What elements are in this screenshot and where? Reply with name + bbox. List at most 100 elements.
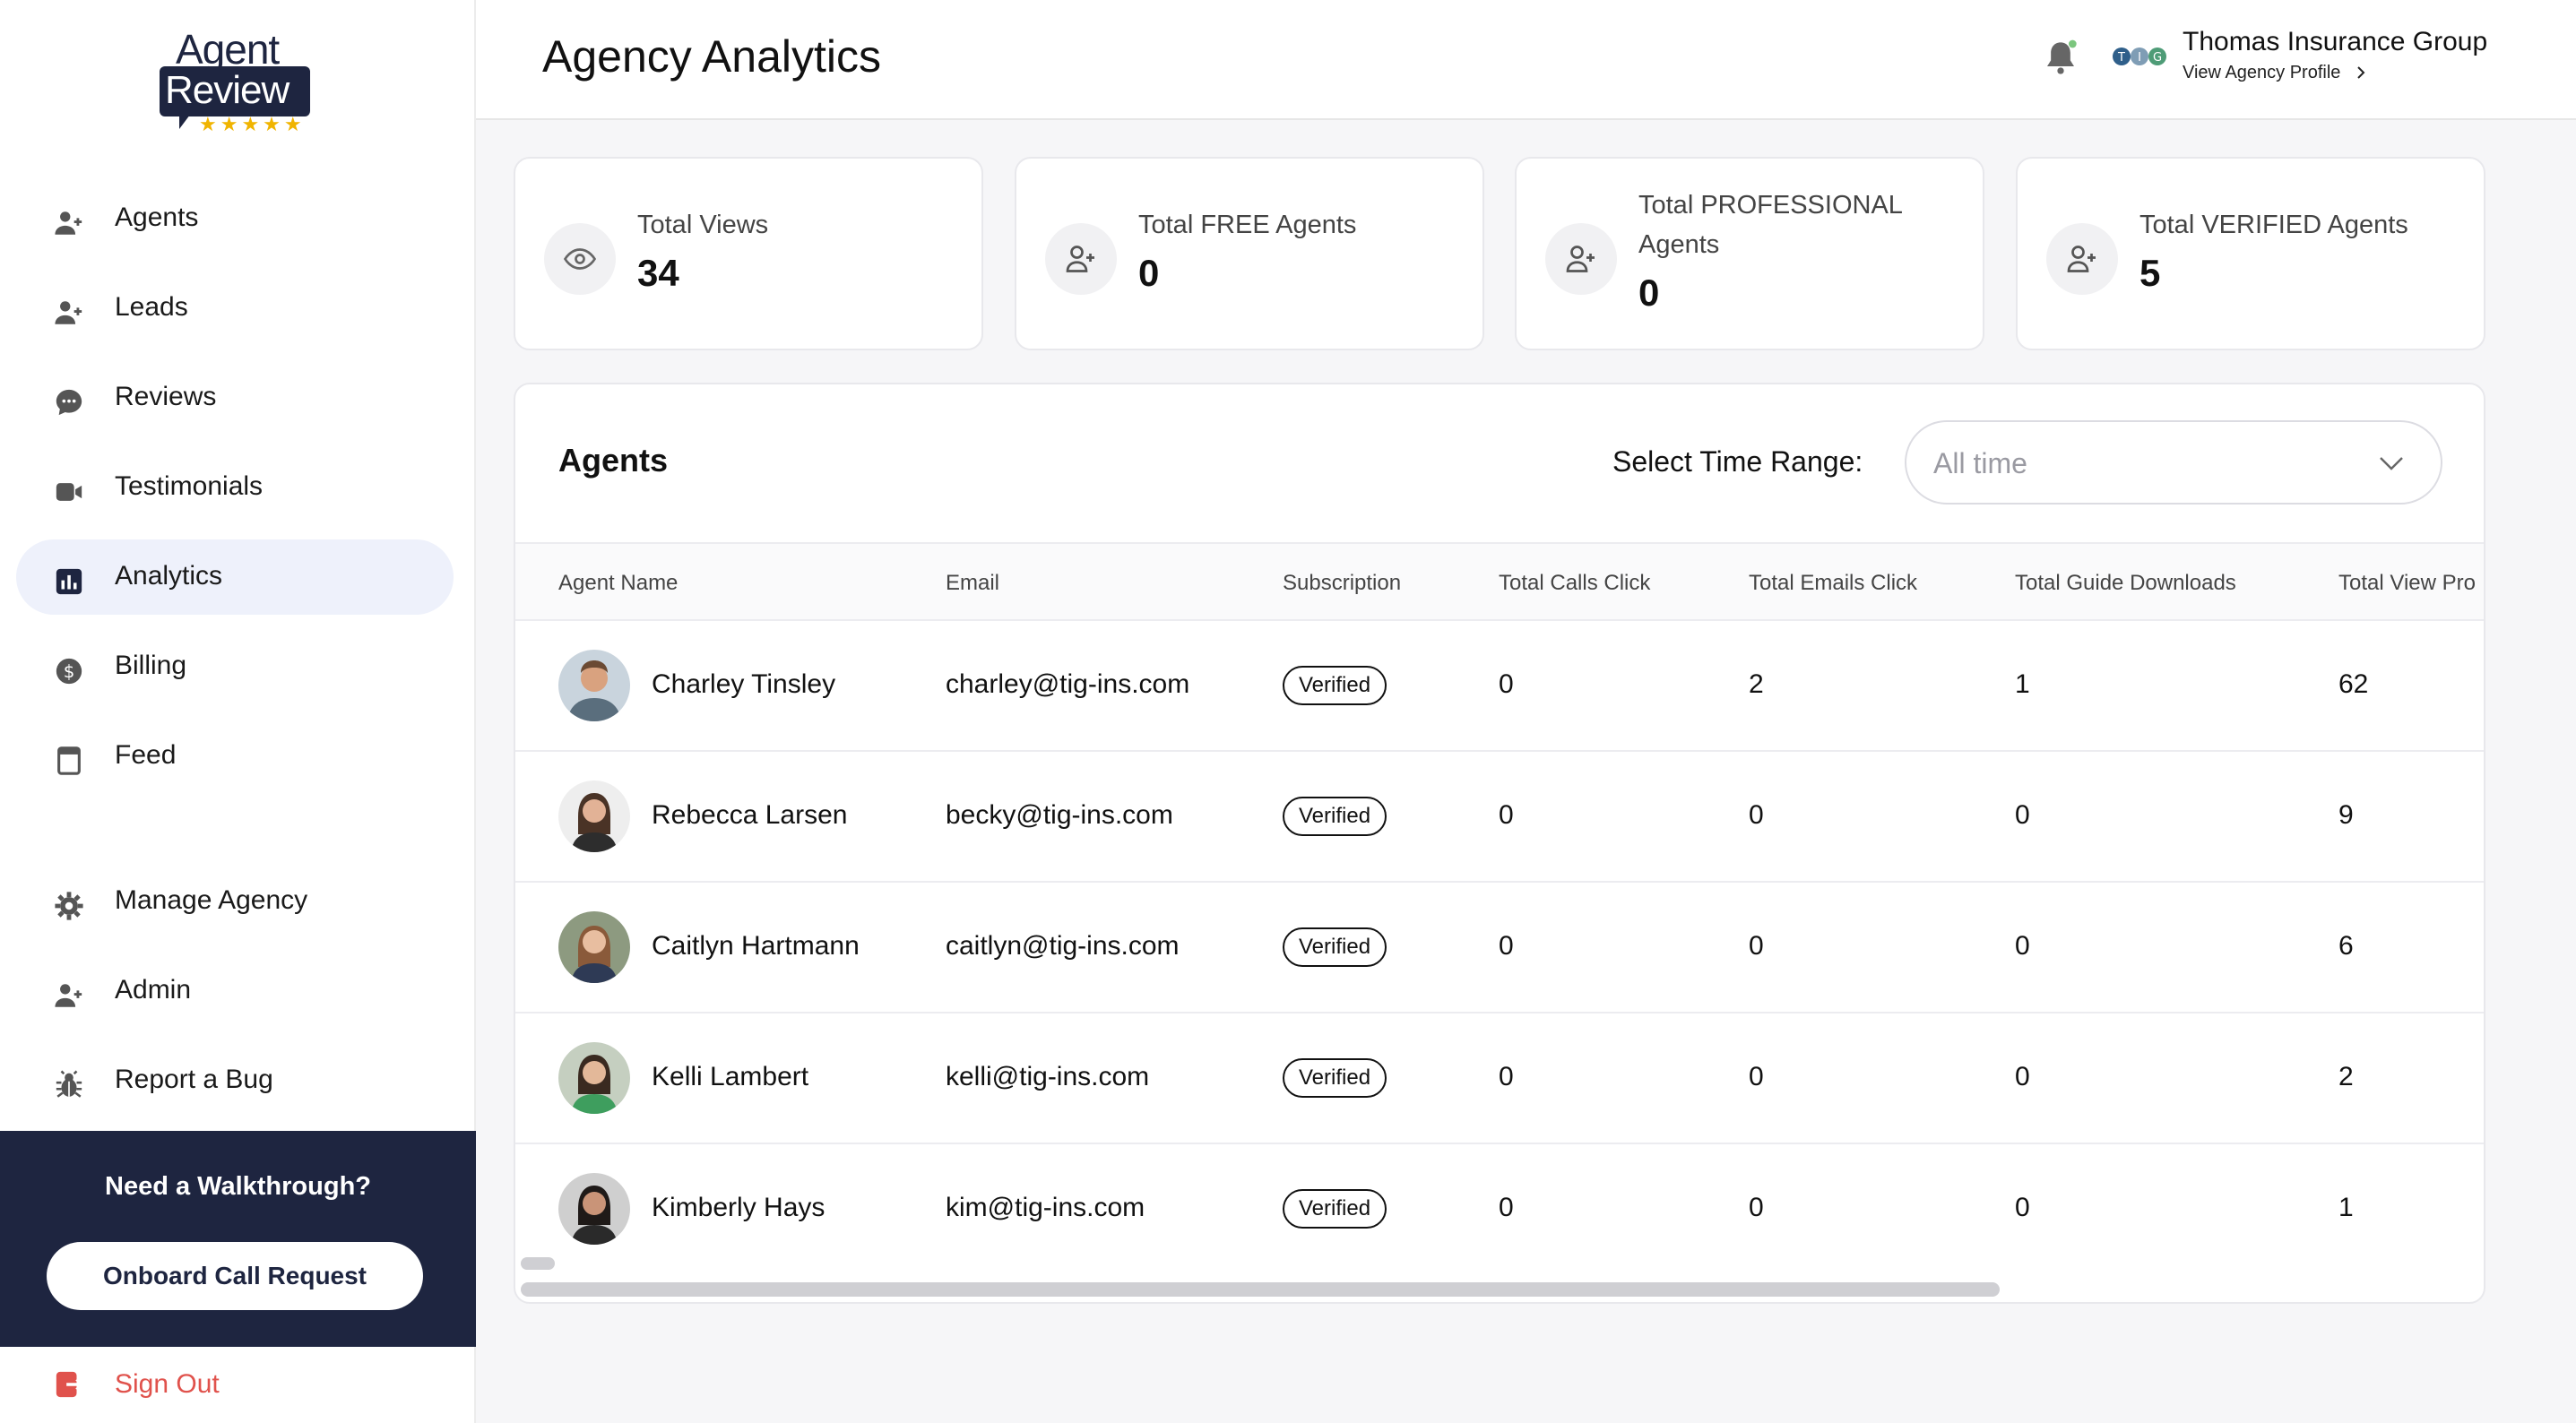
stat-value: 0 bbox=[1638, 272, 1660, 314]
user-plus-icon bbox=[55, 984, 82, 1007]
stat-card-professional-agents: Total PROFESSIONAL Agents 0 bbox=[1515, 157, 1984, 350]
avatar bbox=[558, 650, 630, 721]
sidebar: Agent Review ★★★★★ Agents Leads Reviews … bbox=[0, 0, 476, 1423]
sidebar-item-admin[interactable]: Admin bbox=[16, 953, 454, 1029]
avatar bbox=[558, 1173, 630, 1245]
agent-name: Charley Tinsley bbox=[652, 669, 836, 699]
view-agency-profile-link[interactable]: View Agency Profile bbox=[2183, 63, 2367, 83]
sidebar-item-billing[interactable]: $ Billing bbox=[16, 629, 454, 704]
calls-click-value: 0 bbox=[1499, 669, 1514, 699]
stat-label: Total FREE Agents bbox=[1138, 211, 1357, 239]
column-header-email[interactable]: Email bbox=[946, 571, 1000, 595]
video-camera-icon bbox=[56, 483, 82, 501]
eye-icon bbox=[564, 248, 596, 270]
user-plus-icon bbox=[55, 301, 82, 324]
agent-email: charley@tig-ins.com bbox=[946, 669, 1190, 699]
calls-click-value: 0 bbox=[1499, 800, 1514, 830]
column-header-emails-click[interactable]: Total Emails Click bbox=[1749, 571, 1918, 595]
sidebar-item-leads[interactable]: Leads bbox=[16, 271, 454, 346]
agents-table-title: Agents bbox=[558, 442, 669, 479]
vertical-scrollbar-thumb[interactable] bbox=[521, 1257, 555, 1270]
table-row[interactable]: Rebecca Larsen becky@tig-ins.com Verifie… bbox=[515, 752, 2484, 883]
agent-name: Kelli Lambert bbox=[652, 1062, 809, 1091]
emails-click-value: 0 bbox=[1749, 1193, 1764, 1222]
table-header: Agent Name Email Subscription Total Call… bbox=[515, 542, 2484, 621]
sidebar-item-feed[interactable]: Feed bbox=[16, 719, 454, 794]
column-header-guide-downloads[interactable]: Total Guide Downloads bbox=[2015, 571, 2236, 595]
agency-name: Thomas Insurance Group bbox=[2183, 27, 2488, 56]
sidebar-item-report-bug[interactable]: Report a Bug bbox=[16, 1043, 454, 1118]
time-range-value: All time bbox=[1933, 447, 2027, 479]
horizontal-scrollbar[interactable] bbox=[521, 1282, 2000, 1297]
table-row[interactable]: Kimberly Hays kim@tig-ins.com Verified 0… bbox=[515, 1144, 2484, 1275]
org-logo-letter-g: G bbox=[2153, 51, 2162, 65]
agent-email: becky@tig-ins.com bbox=[946, 800, 1173, 830]
time-range-select[interactable]: All time bbox=[1905, 420, 2442, 505]
stat-icon-circle bbox=[544, 223, 616, 295]
guide-downloads-value: 0 bbox=[2015, 1062, 2030, 1091]
stat-label: Total VERIFIED Agents bbox=[2139, 211, 2408, 239]
bell-icon[interactable] bbox=[2043, 38, 2079, 77]
column-header-calls-click[interactable]: Total Calls Click bbox=[1499, 571, 1651, 595]
logo-line2: Review bbox=[165, 68, 290, 112]
logo-tail bbox=[179, 115, 190, 129]
column-header-subscription[interactable]: Subscription bbox=[1283, 571, 1402, 595]
bug-icon bbox=[56, 1070, 82, 1098]
agent-email: caitlyn@tig-ins.com bbox=[946, 931, 1180, 961]
table-row[interactable]: Kelli Lambert kelli@tig-ins.com Verified… bbox=[515, 1013, 2484, 1144]
sign-out-button[interactable]: Sign Out bbox=[16, 1353, 454, 1418]
column-header-view-profile[interactable]: Total View Pro bbox=[2338, 571, 2476, 595]
user-plus-icon bbox=[1566, 246, 1595, 272]
onboard-call-request-button[interactable]: Onboard Call Request bbox=[47, 1242, 423, 1310]
guide-downloads-value: 0 bbox=[2015, 931, 2030, 961]
dollar-circle-icon: $ bbox=[56, 658, 82, 685]
chevron-right-icon bbox=[2357, 66, 2365, 79]
calls-click-value: 0 bbox=[1499, 1062, 1514, 1091]
stat-value: 5 bbox=[2139, 252, 2161, 294]
guide-downloads-value: 0 bbox=[2015, 1193, 2030, 1222]
subscription-badge: Verified bbox=[1283, 1189, 1387, 1229]
sidebar-item-testimonials[interactable]: Testimonials bbox=[16, 450, 454, 525]
agency-logo-icon: T I G bbox=[2113, 47, 2166, 65]
sidebar-item-label: Admin bbox=[115, 975, 192, 1005]
sidebar-item-label: Agents bbox=[115, 203, 199, 232]
agent-review-logo[interactable]: Agent Review ★★★★★ bbox=[160, 25, 312, 137]
walkthrough-title: Need a Walkthrough? bbox=[105, 1172, 371, 1201]
org-logo-letter-t: T bbox=[2117, 51, 2125, 65]
sidebar-item-manage-agency[interactable]: Manage Agency bbox=[16, 864, 454, 939]
stat-card-total-views: Total Views 34 bbox=[514, 157, 983, 350]
logo-stars: ★★★★★ bbox=[199, 113, 306, 135]
org-logo-letter-i: I bbox=[2138, 51, 2141, 65]
agent-name: Rebecca Larsen bbox=[652, 800, 848, 830]
table-row[interactable]: Charley Tinsley charley@tig-ins.com Veri… bbox=[515, 621, 2484, 752]
svg-text:$: $ bbox=[64, 661, 75, 682]
sidebar-item-agents[interactable]: Agents bbox=[16, 181, 454, 256]
column-header-agent-name[interactable]: Agent Name bbox=[558, 571, 679, 595]
stat-label: Total Views bbox=[637, 211, 769, 239]
emails-click-value: 0 bbox=[1749, 1062, 1764, 1091]
sidebar-item-label: Leads bbox=[115, 292, 188, 322]
logo-line1: Agent bbox=[176, 26, 280, 73]
stat-card-verified-agents: Total VERIFIED Agents 5 bbox=[2016, 157, 2485, 350]
bar-chart-icon bbox=[56, 568, 82, 595]
agent-name: Kimberly Hays bbox=[652, 1193, 826, 1222]
table-row[interactable]: Caitlyn Hartmann caitlyn@tig-ins.com Ver… bbox=[515, 883, 2484, 1013]
gear-icon bbox=[55, 892, 83, 920]
sign-out-icon bbox=[56, 1371, 84, 1398]
subscription-badge: Verified bbox=[1283, 666, 1387, 705]
subscription-badge: Verified bbox=[1283, 797, 1387, 836]
sidebar-item-label: Report a Bug bbox=[115, 1065, 273, 1094]
emails-click-value: 0 bbox=[1749, 931, 1764, 961]
emails-click-value: 0 bbox=[1749, 800, 1764, 830]
logo-box: Review bbox=[160, 66, 310, 116]
user-plus-icon bbox=[55, 211, 82, 235]
sidebar-item-label: Analytics bbox=[115, 561, 223, 591]
subscription-badge: Verified bbox=[1283, 927, 1387, 967]
sidebar-item-reviews[interactable]: Reviews bbox=[16, 360, 454, 436]
emails-click-value: 2 bbox=[1749, 669, 1764, 699]
sidebar-item-analytics[interactable]: Analytics bbox=[16, 539, 454, 615]
stat-icon-circle bbox=[1545, 223, 1617, 295]
stat-label-line1: Total PROFESSIONAL bbox=[1638, 191, 1903, 220]
sidebar-item-label: Billing bbox=[115, 651, 187, 680]
time-range-label: Select Time Range: bbox=[1612, 445, 1863, 478]
